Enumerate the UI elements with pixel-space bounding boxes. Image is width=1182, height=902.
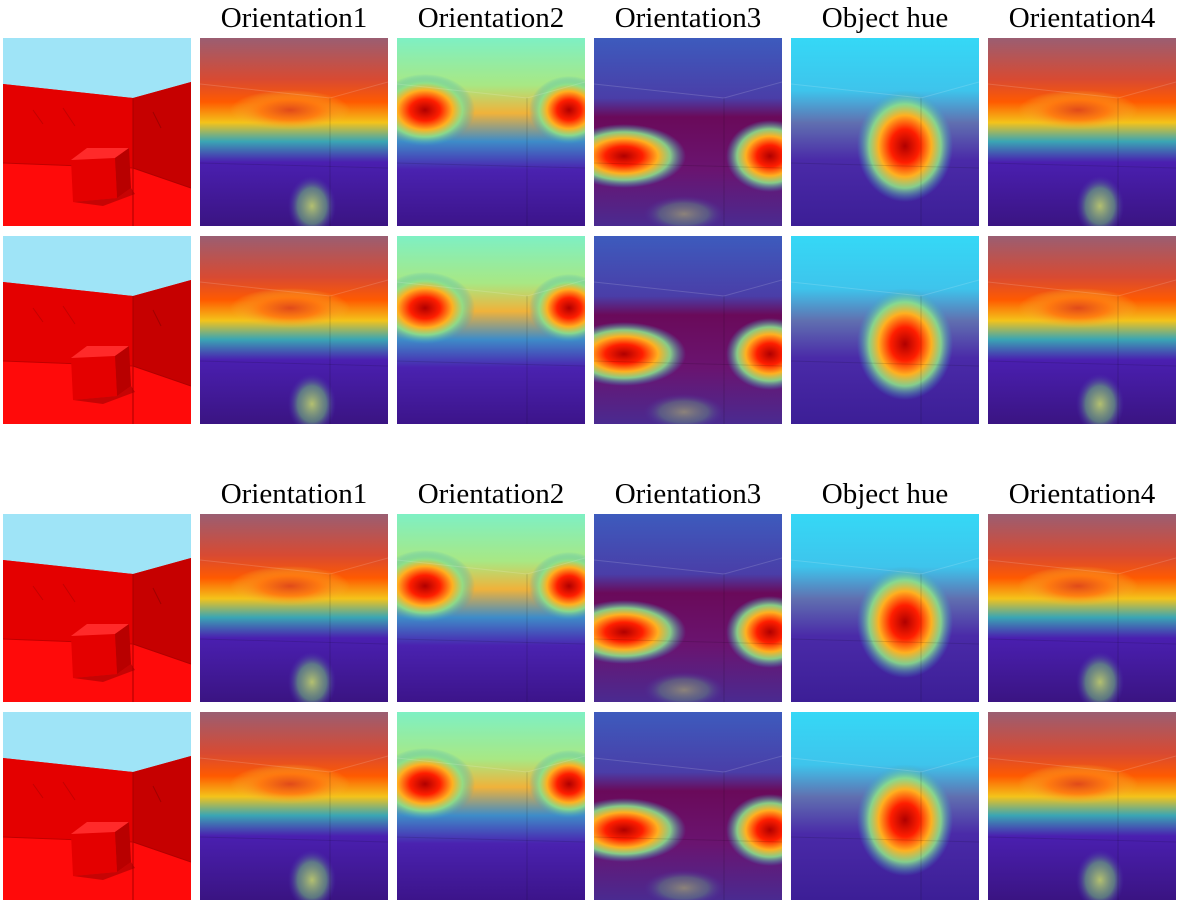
column-label: Orientation1 [220, 2, 368, 34]
orientation3-heatmap [594, 236, 782, 424]
column-label: Orientation4 [1008, 478, 1156, 510]
object-hue-heatmap [791, 712, 979, 900]
orientation4-heatmap [988, 514, 1176, 702]
column-label: Orientation1 [220, 478, 368, 510]
orientation2-heatmap [397, 38, 585, 226]
column-label: Orientation2 [417, 2, 565, 34]
orientation2-heatmap [397, 712, 585, 900]
scene-image [3, 236, 191, 424]
orientation4-heatmap [988, 38, 1176, 226]
orientation3-heatmap [594, 38, 782, 226]
orientation2-heatmap [397, 514, 585, 702]
scene-image [3, 514, 191, 702]
column-label: Orientation2 [417, 478, 565, 510]
orientation1-heatmap [200, 712, 388, 900]
scene-image [3, 712, 191, 900]
object-hue-heatmap [791, 236, 979, 424]
orientation2-heatmap [397, 236, 585, 424]
column-label: Orientation3 [614, 2, 762, 34]
column-label: Orientation4 [1008, 2, 1156, 34]
orientation3-heatmap [594, 712, 782, 900]
object-hue-heatmap [791, 514, 979, 702]
orientation1-heatmap [200, 236, 388, 424]
object-hue-heatmap [791, 38, 979, 226]
orientation1-heatmap [200, 38, 388, 226]
scene-image [3, 38, 191, 226]
orientation4-heatmap [988, 236, 1176, 424]
orientation4-heatmap [988, 712, 1176, 900]
orientation1-heatmap [200, 514, 388, 702]
column-label: Object hue [821, 2, 949, 34]
column-label: Orientation3 [614, 478, 762, 510]
orientation3-heatmap [594, 514, 782, 702]
column-label: Object hue [821, 478, 949, 510]
